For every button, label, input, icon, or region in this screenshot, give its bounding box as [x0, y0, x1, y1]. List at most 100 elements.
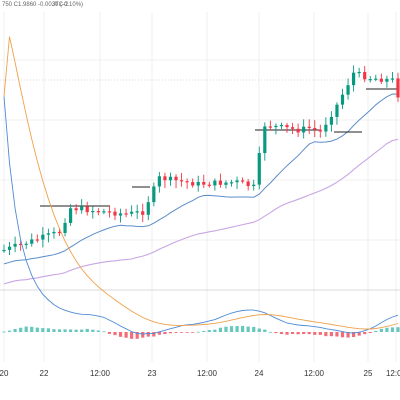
candle-47	[263, 122, 267, 161]
macd-line	[3, 96, 399, 335]
candle-body-32	[179, 180, 184, 182]
macd-histogram-bar-5	[30, 326, 34, 332]
candle-32	[179, 172, 184, 187]
candle-44	[246, 178, 250, 191]
candle-body-56	[313, 127, 317, 130]
macd-histogram-bar-29	[163, 332, 167, 335]
macd-histogram-bar-52	[290, 332, 295, 334]
macd-histogram-bar-47	[263, 329, 267, 332]
candle-24	[135, 204, 139, 219]
candle-body-14	[80, 206, 84, 211]
candle-38	[213, 178, 217, 191]
candle-body-16	[91, 211, 95, 213]
candle-1	[7, 242, 12, 255]
macd-histogram-bar-13	[74, 329, 78, 332]
candle-50	[279, 122, 284, 129]
macd-histogram-bar-0	[2, 331, 6, 333]
candle-body-57	[318, 129, 322, 132]
macd-histogram-bar-2	[13, 328, 17, 332]
macd-histogram-bar-31	[174, 332, 178, 333]
candle-59	[329, 111, 334, 132]
macd-histogram-bar-20	[113, 332, 117, 336]
candle-27	[152, 182, 156, 207]
candle-17	[96, 208, 100, 216]
candle-14	[80, 199, 84, 214]
candle-body-11	[63, 222, 67, 234]
candle-71	[396, 72, 400, 102]
candle-body-45	[252, 184, 256, 187]
candle-68	[379, 73, 383, 84]
candle-37	[207, 181, 211, 188]
candle-45	[252, 179, 256, 191]
candle-body-22	[124, 213, 128, 215]
candle-52	[290, 122, 295, 135]
candle-60	[335, 102, 339, 125]
macd-histogram-bar-56	[313, 332, 317, 335]
candle-34	[191, 178, 195, 188]
header-symbol: JTC-2	[52, 2, 69, 8]
candle-13	[74, 204, 78, 215]
macd-histogram-bar-15	[85, 328, 89, 332]
x-tick-label-3: 23	[148, 369, 157, 378]
candle-body-28	[157, 176, 161, 187]
x-axis: 20 22 12:00 23 12:00 24 12:00 25 12:00	[0, 369, 400, 378]
macd-histogram-bar-12	[68, 329, 73, 332]
macd-pane	[2, 36, 400, 339]
macd-histogram-bar-41	[229, 326, 234, 332]
candle-69	[385, 75, 389, 88]
candle-body-59	[329, 116, 334, 125]
macd-histogram-bar-24	[135, 332, 139, 339]
macd-histogram-bar-59	[329, 332, 334, 337]
moving-average-fast-line	[3, 93, 399, 265]
candle-body-36	[202, 181, 206, 185]
candle-body-12	[68, 208, 73, 223]
candle-70	[390, 71, 395, 83]
candle-body-5	[30, 239, 34, 244]
x-tick-label-6: 12:00	[304, 369, 325, 378]
macd-histogram-bar-28	[157, 332, 161, 335]
candle-body-69	[385, 78, 389, 82]
candle-body-1	[7, 246, 12, 250]
candle-body-49	[274, 125, 278, 128]
macd-histogram-bar-14	[80, 329, 84, 332]
candle-39	[218, 173, 223, 188]
candle-body-2	[13, 243, 17, 247]
macd-histogram-bar-69	[385, 327, 389, 332]
candle-body-60	[335, 104, 339, 117]
candle-body-48	[268, 126, 272, 128]
candle-33	[185, 178, 189, 189]
candle-61	[340, 88, 345, 109]
candle-body-4	[24, 243, 28, 245]
macd-histogram-bar-11	[63, 329, 67, 332]
macd-histogram-bar-67	[374, 330, 378, 332]
macd-histogram-bar-17	[96, 330, 100, 332]
candle-55	[307, 119, 311, 135]
macd-histogram-bar-3	[19, 327, 23, 332]
candle-body-43	[241, 180, 245, 182]
macd-histogram-bar-10	[57, 329, 62, 332]
candle-body-39	[218, 180, 223, 185]
macd-histogram-bar-39	[218, 327, 223, 332]
moving-average-layer	[3, 93, 399, 285]
macd-histogram-bar-45	[252, 326, 256, 332]
macd-histogram-bar-8	[46, 328, 50, 332]
macd-histogram-bar-38	[213, 329, 217, 332]
candle-body-44	[246, 181, 250, 187]
macd-histogram-bar-9	[52, 329, 56, 332]
candle-body-40	[224, 182, 228, 185]
candle-body-33	[185, 181, 189, 183]
candle-body-20	[113, 211, 117, 216]
candle-body-6	[35, 239, 39, 241]
header-ohlc: 750 C1.9860 -0.0030 (-0.10%)	[2, 2, 83, 8]
x-tick-label-8: 12:00	[386, 369, 400, 378]
candle-19	[107, 205, 112, 218]
x-tick-label-0: 20	[0, 369, 9, 378]
candle-11	[63, 218, 67, 237]
candle-body-27	[152, 186, 156, 203]
macd-histogram-bar-48	[268, 331, 272, 333]
candle-66	[368, 76, 372, 83]
grid-layer	[0, 12, 400, 362]
candle-body-64	[357, 71, 361, 74]
